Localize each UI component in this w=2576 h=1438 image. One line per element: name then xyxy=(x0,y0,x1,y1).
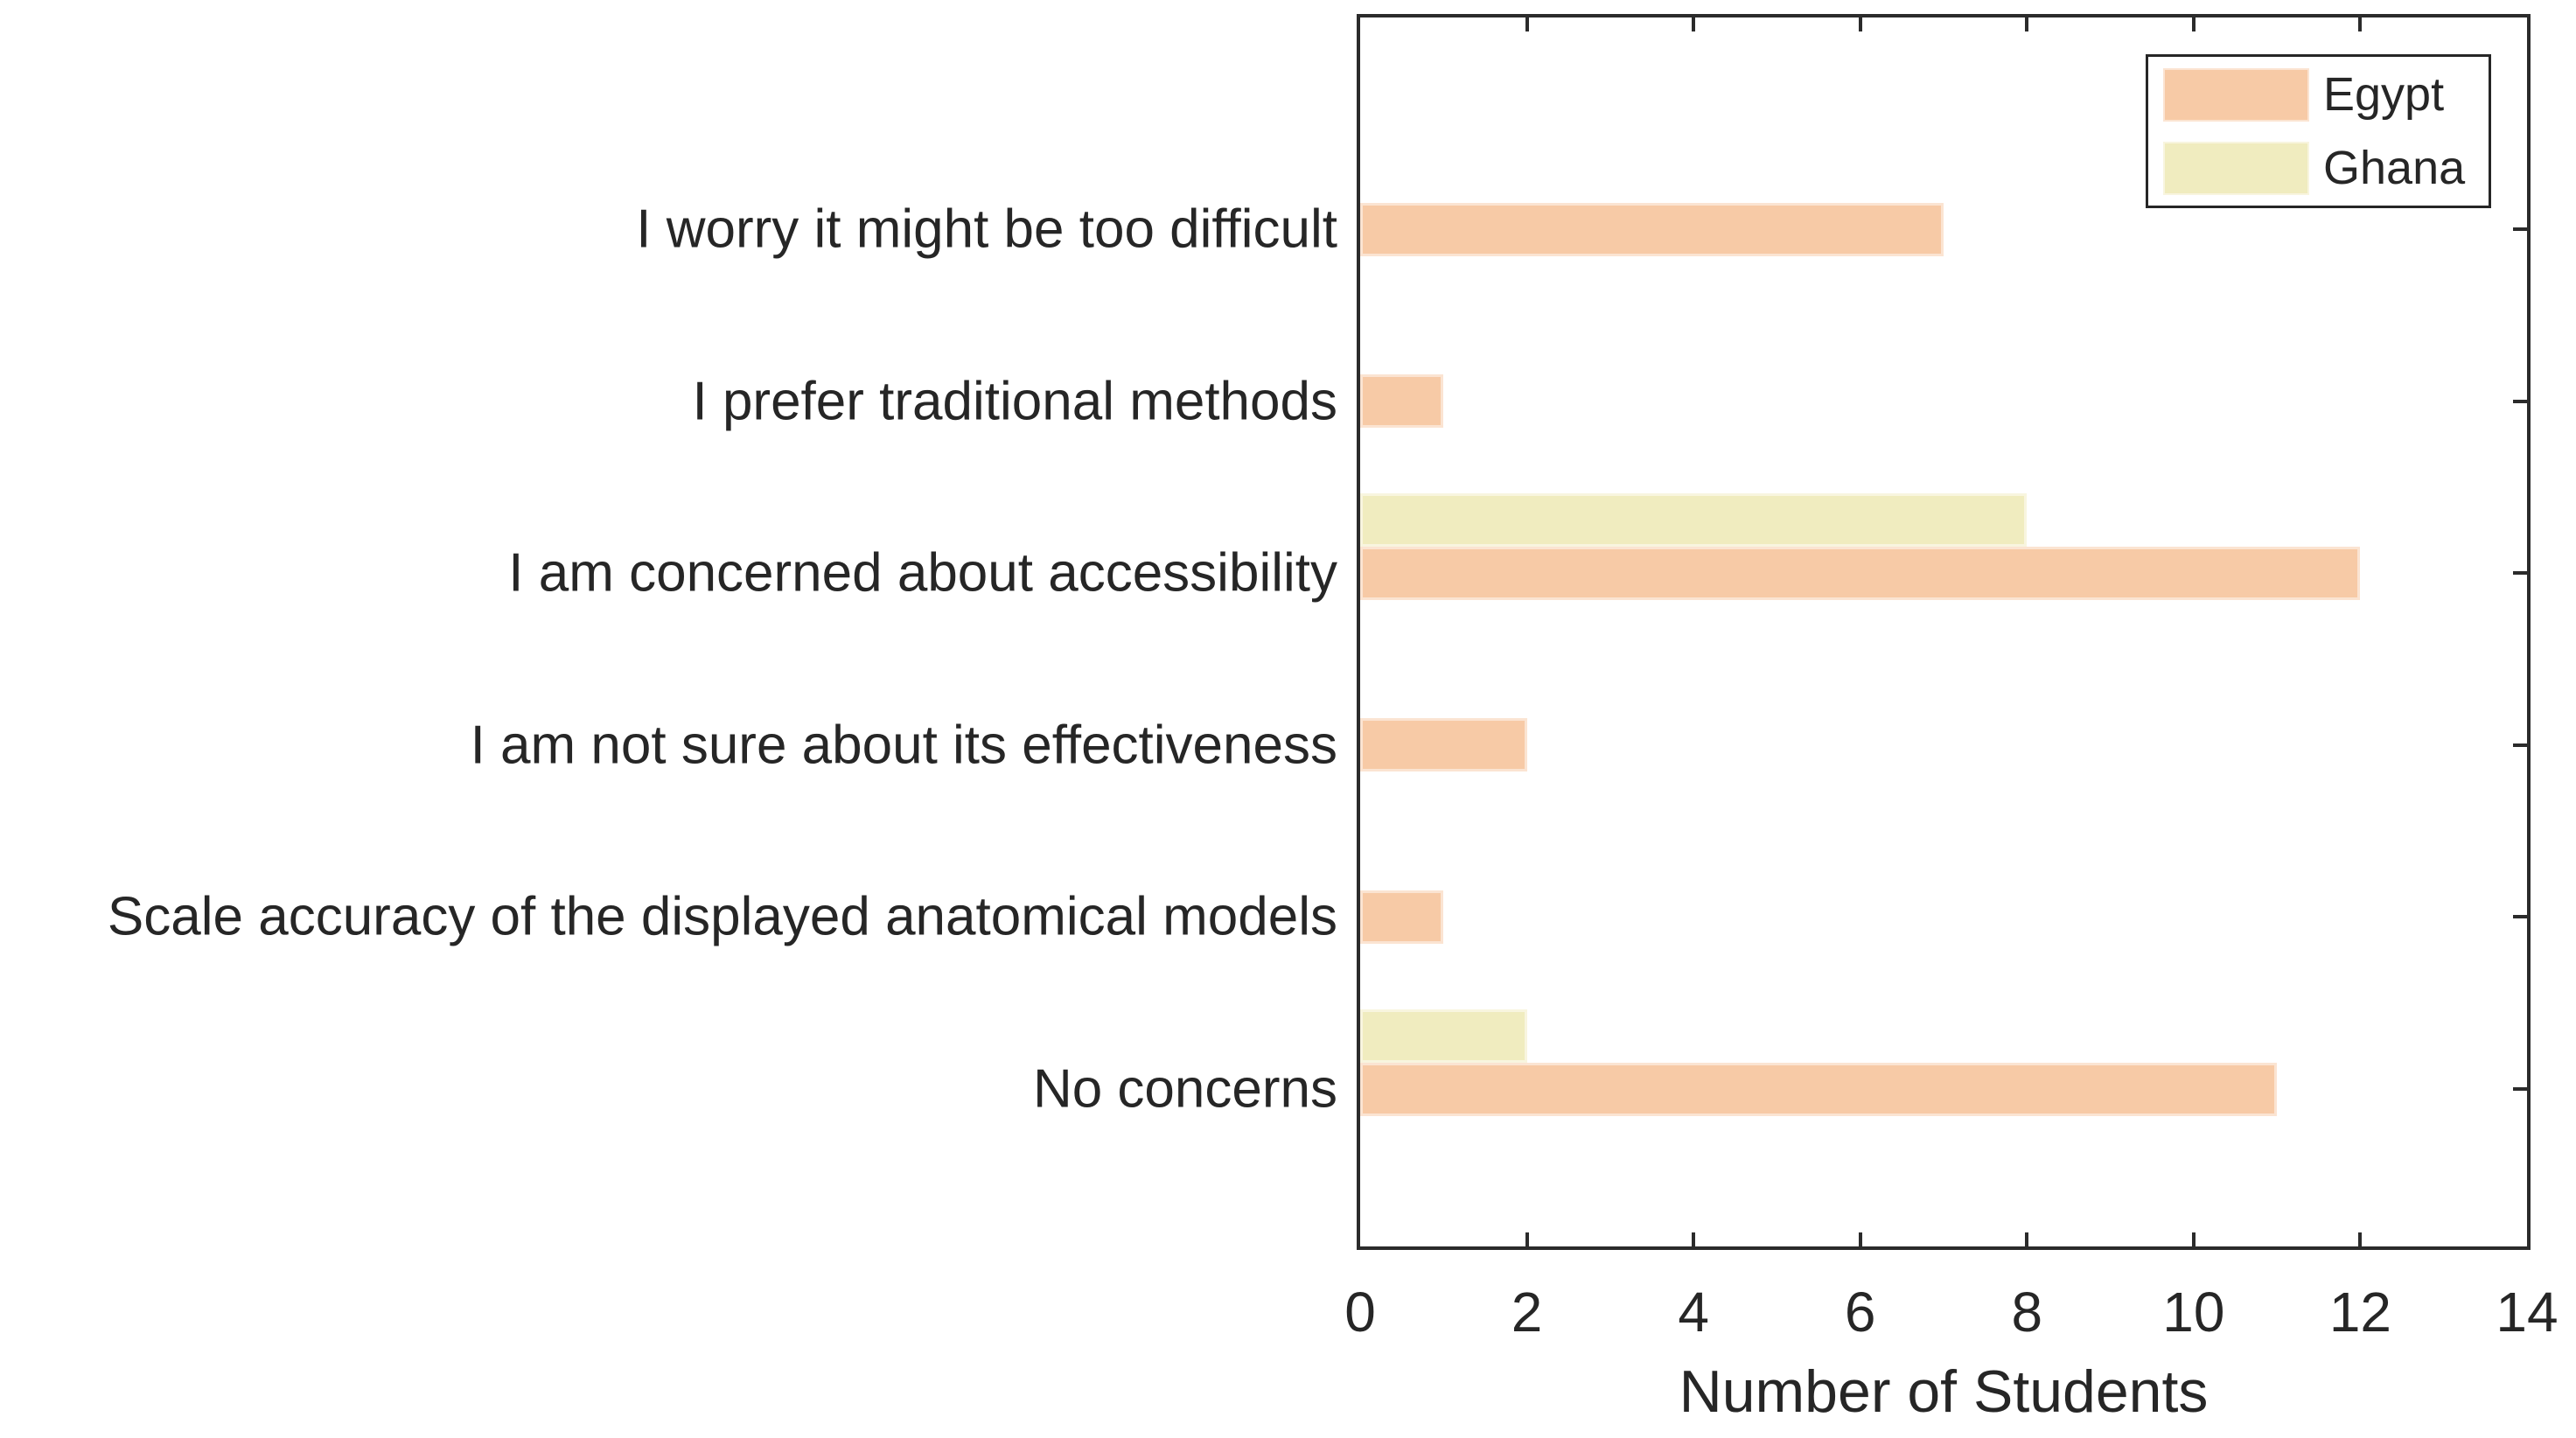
x-tick-top xyxy=(1692,17,1696,31)
x-tick-label: 8 xyxy=(2011,1281,2043,1344)
bar-ghana xyxy=(1360,492,2028,547)
category-label: I am not sure about its effectiveness xyxy=(470,715,1337,776)
y-tick-right xyxy=(2513,915,2527,919)
x-tick-label: 2 xyxy=(1511,1281,1543,1344)
bar-egypt xyxy=(1360,546,2361,600)
y-axis-labels: I worry it might be too difficult I prefe… xyxy=(0,17,1337,1246)
legend-swatch-ghana xyxy=(2163,142,2309,195)
x-tick-label: 14 xyxy=(2496,1281,2559,1344)
x-axis-title: Number of Students xyxy=(1679,1358,2209,1425)
x-tick-bottom xyxy=(1692,1232,1696,1246)
x-tick-label: 6 xyxy=(1844,1281,1876,1344)
legend-label-egypt: Egypt xyxy=(2323,68,2445,121)
y-tick-right xyxy=(2513,1087,2527,1091)
x-tick-label: 12 xyxy=(2328,1281,2392,1344)
category-label: I am concerned about accessibility xyxy=(508,542,1337,604)
y-tick-right xyxy=(2513,227,2527,231)
category-label: Scale accuracy of the displayed anatomic… xyxy=(107,886,1337,947)
legend-entry-egypt: Egypt xyxy=(2163,68,2444,122)
y-tick-right xyxy=(2513,399,2527,403)
x-tick-top xyxy=(2025,17,2029,31)
x-tick-top xyxy=(1858,17,1862,31)
legend-label-ghana: Ghana xyxy=(2323,142,2466,194)
legend-entry-ghana: Ghana xyxy=(2163,142,2465,195)
bar-egypt xyxy=(1360,890,1444,944)
x-tick-top xyxy=(2191,17,2196,31)
bar-egypt xyxy=(1360,202,1944,256)
category-label: No concerns xyxy=(1032,1058,1337,1120)
legend: Egypt Ghana xyxy=(2146,54,2491,208)
plot-area xyxy=(1357,14,2531,1250)
x-tick-top xyxy=(1525,17,1529,31)
x-tick-label: 4 xyxy=(1678,1281,1709,1344)
x-tick-label: 0 xyxy=(1344,1281,1376,1344)
x-axis-tick-labels: 0 2 4 6 8 10 12 14 xyxy=(1344,1280,2558,1344)
bar-ghana xyxy=(1360,1009,1527,1063)
bar-egypt xyxy=(1360,374,1444,429)
y-tick-right xyxy=(2513,743,2527,747)
x-tick-bottom xyxy=(2358,1232,2363,1246)
x-tick-bottom xyxy=(1525,1232,1529,1246)
x-tick-label: 10 xyxy=(2162,1281,2225,1344)
x-tick-top xyxy=(2358,17,2363,31)
legend-swatch-egypt xyxy=(2163,68,2309,122)
y-tick-right xyxy=(2513,571,2527,576)
x-tick-bottom xyxy=(2191,1232,2196,1246)
x-tick-bottom xyxy=(2025,1232,2029,1246)
x-tick-bottom xyxy=(1858,1232,1862,1246)
category-label: I prefer traditional methods xyxy=(692,370,1338,431)
category-label: I worry it might be too difficult xyxy=(636,199,1337,260)
bar-egypt xyxy=(1360,718,1527,772)
bar-egypt xyxy=(1360,1062,2278,1116)
